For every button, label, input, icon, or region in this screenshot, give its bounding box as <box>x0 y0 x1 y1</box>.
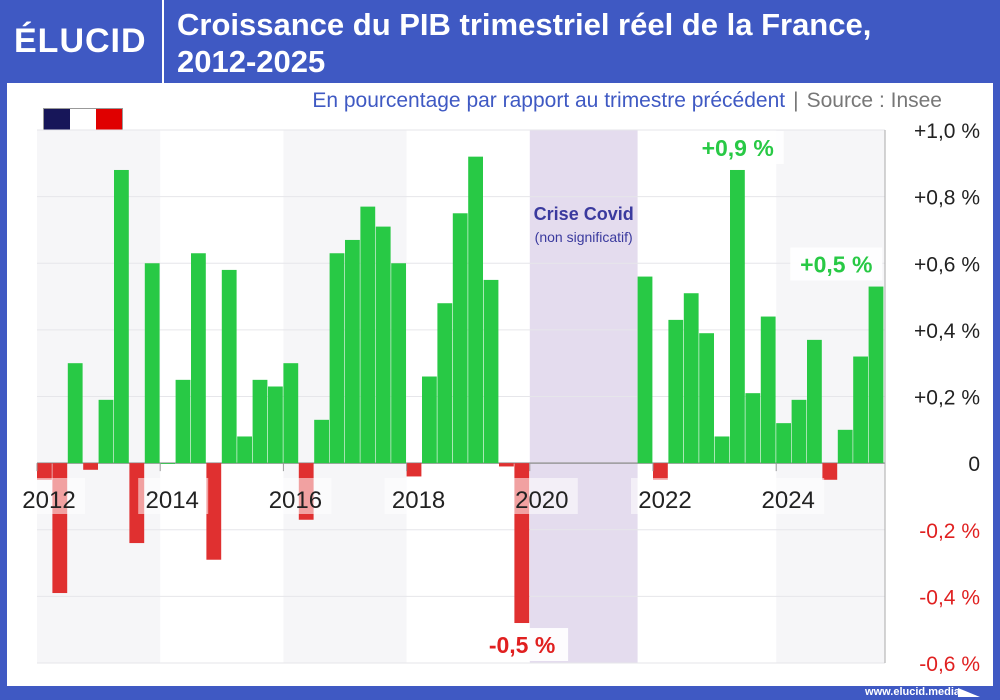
header-divider <box>162 0 164 83</box>
bar <box>98 399 114 464</box>
annotation-bg <box>476 628 569 662</box>
annotation-label: +0,9 % <box>702 135 774 161</box>
subtitle-text: En pourcentage par rapport au trimestre … <box>312 89 786 112</box>
x-tick-label-bg <box>15 478 85 514</box>
bar <box>175 379 191 464</box>
subtitle-separator: | <box>793 89 799 112</box>
bar <box>237 436 252 464</box>
bar <box>391 263 406 464</box>
x-tick-label: 2020 <box>515 487 568 514</box>
annotation-label: +0,5 % <box>800 252 872 278</box>
bar <box>221 269 237 464</box>
x-tick-label: 2014 <box>146 487 199 514</box>
x-tick-label: 2022 <box>638 487 691 514</box>
bar <box>406 463 422 477</box>
y-tick-label: -0,2 % <box>919 520 980 543</box>
elucid-mark-icon <box>958 688 980 697</box>
x-tick-label-bg <box>384 478 455 514</box>
bar <box>483 279 499 464</box>
bar <box>760 316 776 464</box>
subtitle: En pourcentage par rapport au trimestre … <box>312 89 942 113</box>
bar <box>745 393 761 464</box>
bar <box>653 463 668 480</box>
bar <box>114 169 129 464</box>
y-tick-label: +0,2 % <box>914 387 980 410</box>
bar <box>668 319 684 464</box>
annotation-bg <box>691 130 784 164</box>
x-tick-label: 2016 <box>269 487 322 514</box>
covid-sublabel: (non significatif) <box>535 229 633 245</box>
bar <box>837 429 853 464</box>
x-tick-label: 2018 <box>392 487 445 514</box>
y-tick-label: -0,4 % <box>919 586 980 609</box>
x-tick-label-bg <box>754 478 825 514</box>
bar <box>807 339 822 464</box>
bar <box>437 303 453 464</box>
bar <box>452 213 468 464</box>
source-text: Source : Insee <box>806 89 942 112</box>
bar <box>822 463 838 480</box>
y-tick-label: +0,6 % <box>914 253 980 276</box>
y-tick-label: +0,8 % <box>914 187 980 210</box>
bar <box>206 463 222 560</box>
bar <box>160 463 175 464</box>
y-tick-label: +1,0 % <box>914 120 980 143</box>
y-tick-label: +0,4 % <box>914 320 980 343</box>
bar <box>499 463 514 467</box>
title-line-2: 2012-2025 <box>177 44 326 79</box>
bar <box>268 386 283 464</box>
footer-url[interactable]: www.elucid.media <box>865 686 960 698</box>
x-tick-label-bg <box>631 478 701 514</box>
elucid-logo: ÉLUCID <box>14 22 147 60</box>
x-tick-label-bg <box>138 478 209 514</box>
bar <box>329 253 345 464</box>
bar <box>683 293 699 464</box>
x-tick-label-bg <box>507 478 578 514</box>
annotation-bg <box>790 247 883 281</box>
bar <box>360 206 376 464</box>
bar <box>853 356 868 464</box>
bar <box>791 399 807 464</box>
bar <box>37 463 52 480</box>
bar <box>637 276 653 464</box>
bar <box>83 463 98 470</box>
x-tick-label-bg <box>261 478 332 514</box>
annotation-label: -0,5 % <box>489 632 555 658</box>
x-tick-label: 2012 <box>22 487 75 514</box>
bar <box>67 363 83 464</box>
bar <box>144 263 160 464</box>
bar <box>776 423 791 464</box>
bar <box>283 363 299 464</box>
bar <box>422 376 437 464</box>
bar <box>191 253 206 464</box>
x-tick-label: 2024 <box>762 487 815 514</box>
bar <box>314 419 329 464</box>
bar <box>375 226 391 464</box>
chart-title: Croissance du PIB trimestriel réel de la… <box>177 6 977 80</box>
title-line-1: Croissance du PIB trimestriel réel de la… <box>177 7 872 42</box>
bar <box>730 169 745 464</box>
bar <box>868 286 884 464</box>
covid-label: Crise Covid <box>534 204 634 224</box>
bar <box>252 379 268 464</box>
bar <box>468 156 483 464</box>
bar <box>699 333 714 464</box>
bar <box>714 436 730 464</box>
y-tick-label: -0,6 % <box>919 653 980 676</box>
bar <box>345 239 360 464</box>
y-tick-label: 0 <box>968 453 980 476</box>
